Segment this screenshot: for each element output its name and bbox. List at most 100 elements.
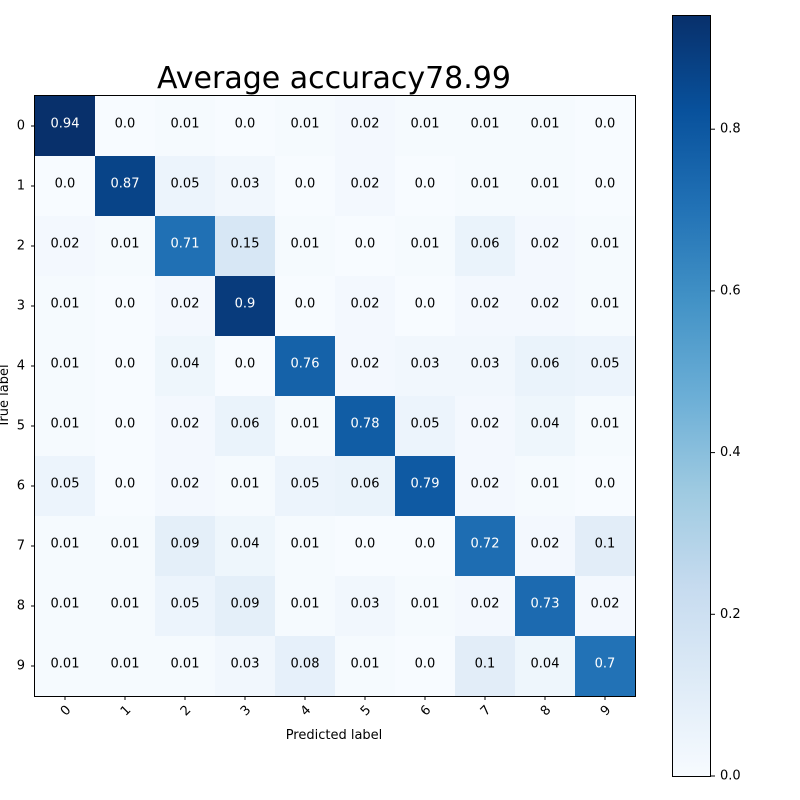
cell-value-label: 0.0 xyxy=(115,357,136,372)
cell-value-label: 0.02 xyxy=(531,237,560,252)
cell-value-label: 0.05 xyxy=(171,177,200,192)
cell-value-label: 0.02 xyxy=(171,477,200,492)
cell-value-label: 0.01 xyxy=(51,357,80,372)
heatmap-cell xyxy=(215,276,276,337)
heatmap-cell xyxy=(95,516,156,577)
cell-value-label: 0.04 xyxy=(231,537,260,552)
heatmap-cell xyxy=(515,336,576,397)
cell-value-label: 0.01 xyxy=(111,657,140,672)
heatmap-cell xyxy=(455,156,516,217)
heatmap-cell xyxy=(575,576,636,637)
heatmap-cell xyxy=(275,456,336,517)
cell-value-label: 0.05 xyxy=(411,417,440,432)
cell-value-label: 0.04 xyxy=(531,657,560,672)
heatmap-cell xyxy=(155,216,216,277)
y-tick-label: 6 xyxy=(17,479,25,494)
heatmap-cell xyxy=(575,516,636,577)
x-tick-label: 8 xyxy=(538,703,554,719)
heatmap-cell xyxy=(155,516,216,577)
heatmap-cell xyxy=(575,156,636,217)
heatmap-cell xyxy=(335,516,396,577)
cell-value-label: 0.01 xyxy=(411,237,440,252)
y-tick-label: 1 xyxy=(17,179,25,194)
cell-value-label: 0.04 xyxy=(171,357,200,372)
y-tick-label: 4 xyxy=(17,359,25,374)
cell-value-label: 0.01 xyxy=(291,117,320,132)
cell-value-label: 0.06 xyxy=(531,357,560,372)
x-tick-label: 3 xyxy=(238,703,254,719)
heatmap-cell xyxy=(35,336,96,397)
cell-value-label: 0.0 xyxy=(55,177,76,192)
y-axis-ticks: 0 1 2 3 4 5 6 7 8 9 xyxy=(17,119,35,674)
cell-value-label: 0.0 xyxy=(295,177,316,192)
heatmap-cell xyxy=(455,336,516,397)
heatmap-cell xyxy=(575,276,636,337)
heatmap-cell xyxy=(275,516,336,577)
heatmap-cell xyxy=(395,276,456,337)
heatmap-cell xyxy=(35,156,96,217)
heatmap-cell xyxy=(35,516,96,577)
cell-value-label: 0.06 xyxy=(231,417,260,432)
cell-value-label: 0.0 xyxy=(115,297,136,312)
heatmap-cells: 0.94 0.0 0.01 0.0 0.01 0.02 0.01 0.01 0.01 0.0 0.0… xyxy=(35,96,636,697)
heatmap-cell xyxy=(35,636,96,697)
heatmap-cell xyxy=(215,516,276,577)
heatmap-cell xyxy=(575,456,636,517)
heatmap-cell xyxy=(575,216,636,277)
colorbar-tick-label: 0.4 xyxy=(720,445,741,460)
cell-value-label: 0.02 xyxy=(471,477,500,492)
cell-value-label: 0.01 xyxy=(51,537,80,552)
x-axis-ticks: 0 1 2 3 4 5 6 7 8 9 xyxy=(58,696,614,719)
cell-value-label: 0.03 xyxy=(471,357,500,372)
heatmap-cell xyxy=(275,636,336,697)
cell-value-label: 0.0 xyxy=(355,237,376,252)
heatmap-cell xyxy=(395,336,456,397)
cell-value-label: 0.01 xyxy=(591,297,620,312)
cell-value-label: 0.02 xyxy=(531,537,560,552)
heatmap-cell xyxy=(215,576,276,637)
x-tick-label: 5 xyxy=(358,703,374,719)
cell-value-label: 0.0 xyxy=(415,177,436,192)
heatmap-cell xyxy=(215,636,276,697)
cell-value-label: 0.01 xyxy=(111,237,140,252)
heatmap-cell xyxy=(275,396,336,457)
plot-frame xyxy=(34,95,636,697)
chart-title: Average accuracy78.99 xyxy=(157,61,511,96)
y-tick-label: 3 xyxy=(17,299,25,314)
heatmap-cell xyxy=(575,96,636,157)
cell-value-label: 0.01 xyxy=(411,597,440,612)
cell-value-label: 0.78 xyxy=(351,417,380,432)
cell-value-label: 0.01 xyxy=(171,657,200,672)
cell-value-label: 0.01 xyxy=(471,117,500,132)
colorbar-tick-label: 0.0 xyxy=(720,769,741,784)
cell-value-label: 0.9 xyxy=(235,297,256,312)
heatmap-cell xyxy=(335,576,396,637)
heatmap-cell xyxy=(215,396,276,457)
heatmap-cell xyxy=(155,396,216,457)
cell-value-label: 0.72 xyxy=(471,537,500,552)
cell-value-label: 0.01 xyxy=(531,477,560,492)
cell-value-label: 0.01 xyxy=(111,537,140,552)
colorbar-tick-label: 0.8 xyxy=(720,122,741,137)
cell-value-label: 0.01 xyxy=(591,237,620,252)
cell-value-label: 0.09 xyxy=(231,597,260,612)
heatmap-cell xyxy=(35,396,96,457)
cell-value-label: 0.79 xyxy=(411,477,440,492)
heatmap-cell xyxy=(275,336,336,397)
heatmap-cell xyxy=(155,456,216,517)
heatmap-cell xyxy=(95,96,156,157)
x-tick-label: 0 xyxy=(58,703,74,719)
cell-value-label: 0.94 xyxy=(51,117,80,132)
cell-value-label: 0.1 xyxy=(475,657,496,672)
x-tick-label: 9 xyxy=(598,703,614,719)
cell-value-label: 0.01 xyxy=(291,237,320,252)
cell-value-label: 0.02 xyxy=(171,297,200,312)
cell-value-label: 0.7 xyxy=(595,657,616,672)
cell-value-label: 0.0 xyxy=(115,117,136,132)
heatmap-cell xyxy=(95,336,156,397)
heatmap-cell xyxy=(35,96,96,157)
heatmap-cell xyxy=(395,396,456,457)
heatmap-cell xyxy=(215,156,276,217)
cell-value-label: 0.06 xyxy=(351,477,380,492)
cell-value-label: 0.0 xyxy=(115,417,136,432)
